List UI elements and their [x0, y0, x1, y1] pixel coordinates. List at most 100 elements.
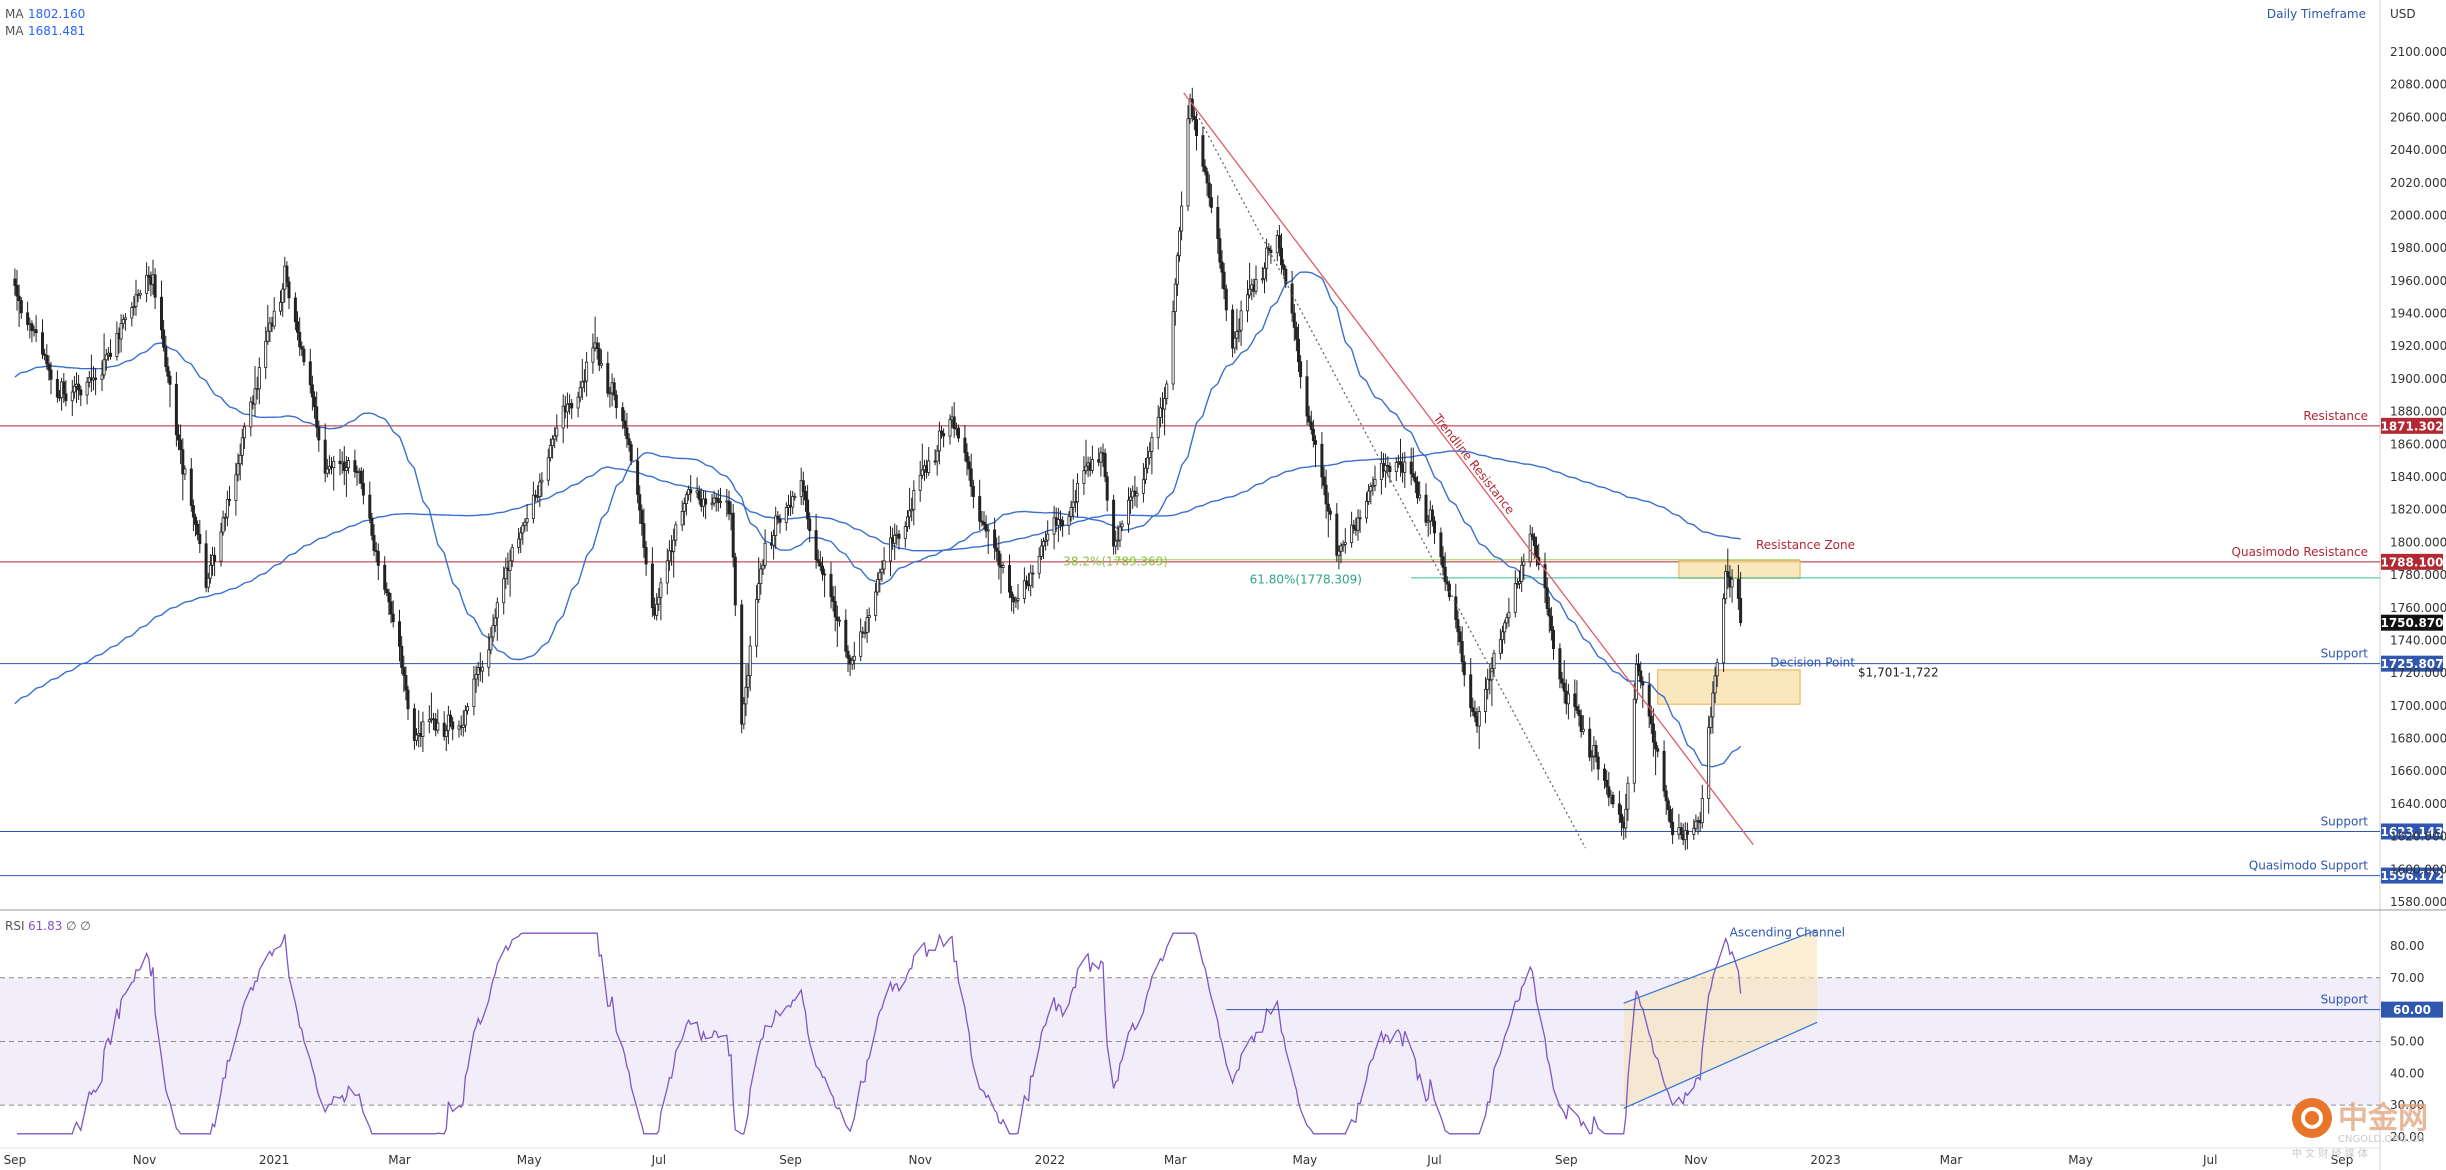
candle-body	[1545, 587, 1549, 610]
candle	[238, 443, 242, 481]
time-tick-label: Sep	[779, 1153, 802, 1167]
candle-body	[763, 542, 767, 566]
candle	[293, 292, 297, 331]
candle	[79, 385, 83, 407]
candle-body	[242, 426, 246, 439]
rsi-legend-value: 61.83	[28, 919, 62, 933]
candle	[272, 297, 276, 330]
candle-body	[421, 721, 425, 737]
candle	[1112, 494, 1116, 555]
candle	[719, 487, 723, 509]
candle	[332, 456, 336, 491]
candle-body	[1441, 556, 1445, 568]
candle	[176, 424, 180, 451]
rsi-line	[17, 932, 1742, 1135]
candle-body	[1233, 337, 1237, 349]
candle	[1192, 107, 1196, 131]
candle-body	[940, 430, 944, 434]
candle	[580, 359, 584, 400]
candle	[1216, 195, 1220, 254]
candle	[206, 572, 210, 593]
candle	[147, 266, 151, 291]
candle-body	[1207, 182, 1211, 199]
candle	[1498, 628, 1502, 660]
candle	[1413, 471, 1417, 494]
candle-body	[1490, 668, 1494, 681]
candle	[1180, 191, 1184, 241]
candle	[599, 349, 603, 369]
candle	[1008, 554, 1012, 599]
time-tick-label: Nov	[909, 1153, 932, 1167]
candle-body	[1501, 631, 1505, 641]
candle	[995, 537, 999, 562]
candle	[1617, 790, 1621, 823]
candle-body	[317, 426, 321, 441]
candle-body	[196, 524, 200, 535]
candle	[253, 366, 257, 417]
candle	[119, 314, 123, 353]
ascending-channel-label: Ascending Channel	[1730, 925, 1845, 939]
candle	[1726, 548, 1730, 590]
price-tick-label: 1600.000	[2390, 862, 2446, 876]
candle	[353, 449, 357, 478]
candle-body	[1039, 545, 1043, 557]
candle	[1447, 580, 1451, 601]
candle	[551, 435, 555, 459]
candle	[268, 317, 272, 343]
candle	[448, 710, 452, 728]
candle-body	[1430, 509, 1434, 522]
candle-body	[1607, 786, 1611, 798]
candle-body	[1014, 600, 1018, 603]
candle-body	[1158, 407, 1162, 418]
candle	[644, 540, 648, 576]
candle	[1328, 507, 1332, 521]
candle-body	[1195, 119, 1199, 136]
candle	[323, 423, 327, 483]
candle-body	[249, 401, 253, 428]
candle-body	[383, 564, 387, 590]
candle	[104, 348, 108, 371]
candle-body	[1350, 524, 1354, 544]
candle	[1171, 300, 1175, 391]
candle-body	[510, 547, 514, 562]
candle-body	[517, 538, 521, 548]
candle	[727, 490, 731, 521]
candle	[531, 481, 535, 524]
candle-body	[1471, 707, 1475, 713]
candle	[903, 521, 907, 548]
candle-body	[1044, 539, 1048, 542]
rsi-tick-label: 30.00	[2390, 1098, 2424, 1112]
candle-body	[487, 649, 491, 668]
candle	[266, 305, 270, 345]
candle	[748, 635, 752, 692]
candle	[1014, 596, 1018, 608]
candle	[1558, 643, 1562, 689]
candle-body	[1724, 571, 1728, 600]
candle-body	[1022, 580, 1026, 599]
candle-body	[472, 678, 476, 707]
rsi-legend-extra: ∅ ∅	[66, 919, 91, 933]
candle	[761, 559, 765, 575]
candle-body	[1535, 545, 1539, 558]
candle-body	[665, 560, 669, 584]
candle	[1581, 715, 1585, 735]
candle-body	[523, 521, 527, 527]
candle-body	[402, 667, 406, 676]
candle	[45, 344, 49, 370]
candle-body	[491, 625, 495, 638]
candle	[213, 547, 217, 577]
candle	[1307, 405, 1311, 427]
candle-body	[368, 494, 372, 519]
watermark-sub: CNGOLD.ORG.CN	[2338, 1134, 2425, 1145]
candle-body	[1224, 288, 1228, 311]
candle	[578, 380, 582, 403]
candle	[1022, 567, 1026, 604]
candle	[967, 456, 971, 481]
candle	[1596, 752, 1600, 781]
candle-body	[1305, 376, 1309, 417]
candle	[1730, 569, 1734, 603]
candle	[740, 599, 744, 734]
candle	[1356, 509, 1360, 541]
candle-body	[1335, 513, 1339, 556]
candle-body	[835, 616, 839, 622]
